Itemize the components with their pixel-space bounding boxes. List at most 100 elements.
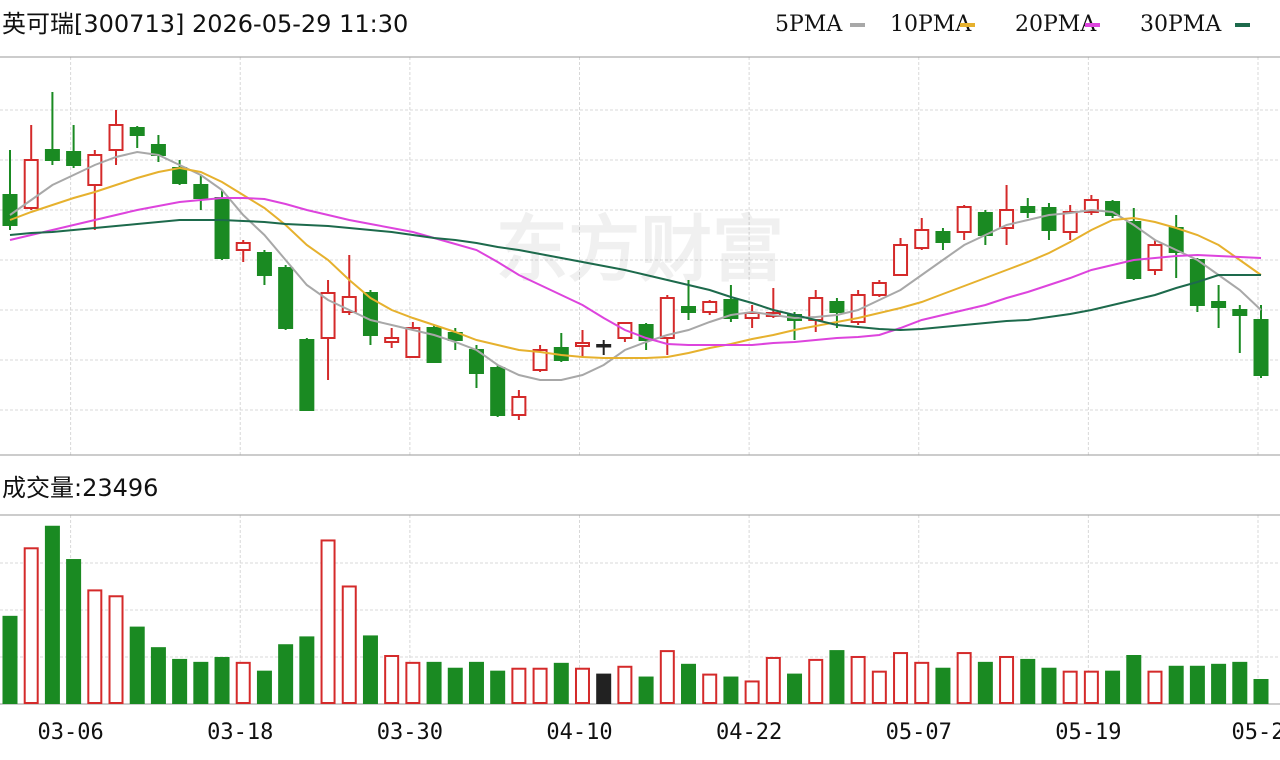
candle-body (1062, 211, 1078, 233)
chart-title: 英可瑞[300713] 2026-05-29 11:30 (2, 10, 408, 38)
volume-bar (23, 547, 39, 705)
volume-bar (87, 589, 103, 704)
volume-bar (702, 673, 718, 705)
volume-bar (638, 676, 654, 705)
candle-body (532, 349, 548, 371)
watermark: 东方财富 (496, 208, 784, 292)
legend: 5PMA 10PMA 20PMA 30PMA (775, 12, 1250, 37)
candle-body (871, 282, 887, 296)
volume-bar (850, 655, 866, 705)
candle-body (681, 306, 697, 313)
volume-label: 成交量:23496 (2, 474, 158, 502)
volume-bar (447, 667, 463, 705)
volume-bar (511, 667, 527, 705)
volume-bar (490, 670, 506, 705)
candle-body (723, 299, 739, 319)
candle-body (172, 167, 188, 184)
volume-bar (44, 525, 60, 704)
x-tick-label: 03-06 (37, 720, 103, 745)
x-tick-label: 04-10 (546, 720, 612, 745)
volume-bar (426, 661, 442, 705)
candle-body (1041, 207, 1057, 231)
candle-body (702, 301, 718, 313)
ma-line (9, 197, 1262, 346)
x-tick-label: 05-19 (1055, 720, 1121, 745)
legend-label: 5PMA (775, 12, 843, 37)
volume-bar (681, 663, 697, 704)
x-tick-label: 03-30 (377, 720, 443, 745)
x-tick-label: 05-2 (1232, 720, 1280, 745)
candle-body (214, 197, 230, 259)
volume-bar (1168, 665, 1184, 704)
candle-body (66, 151, 82, 166)
volume-bar (278, 644, 294, 705)
candle-body (596, 344, 612, 348)
candle-body (977, 212, 993, 236)
volume-bar (1062, 670, 1078, 705)
candle-body (956, 206, 972, 233)
volume-bar (723, 676, 739, 705)
candle-body (256, 252, 272, 276)
volume-bar (468, 661, 484, 705)
volume-bar (1147, 670, 1163, 705)
candle-body (490, 367, 506, 416)
candle-body (87, 154, 103, 186)
candle-body (914, 229, 930, 249)
volume-bar (193, 661, 209, 705)
volume-bar (214, 656, 230, 704)
volume-bar (744, 680, 760, 704)
volume-bar (553, 662, 569, 704)
candle-body (23, 159, 39, 209)
volume-bar (1232, 661, 1248, 705)
candle-body (659, 297, 675, 339)
volume-bar (574, 667, 590, 705)
volume-bar (1041, 667, 1057, 705)
volume-bar (405, 661, 421, 705)
plot (2, 92, 1269, 705)
candle-body (935, 231, 951, 243)
legend-label: 10PMA (890, 12, 972, 37)
volume-bar (129, 626, 145, 705)
candle-body (574, 342, 590, 347)
volume-bar (150, 647, 166, 705)
candle-body (829, 301, 845, 313)
candle-body (893, 244, 909, 276)
volume-bar (384, 655, 400, 704)
volume-bar (299, 636, 315, 704)
candle-body (744, 312, 760, 319)
volume-bar (1020, 658, 1036, 705)
volume-bar (172, 658, 188, 705)
candle-body (384, 337, 400, 343)
volume-bar (765, 656, 781, 704)
candle-body (1020, 206, 1036, 213)
volume-bar (893, 652, 909, 704)
volume-bar (596, 673, 612, 705)
candle-body (320, 292, 336, 339)
volume-bar (1126, 655, 1142, 704)
legend-label: 20PMA (1015, 12, 1097, 37)
candle-body (299, 339, 315, 411)
candle-body (1232, 309, 1248, 316)
volume-bar (256, 670, 272, 705)
volume-bar (659, 650, 675, 705)
candle-body (511, 396, 527, 416)
candle-body (278, 267, 294, 329)
volume-bar (235, 661, 251, 705)
candle-body (1083, 199, 1099, 213)
volume-bar (787, 673, 803, 705)
volume-bar (1105, 670, 1121, 705)
volume-label-text: 成交量: (2, 474, 82, 502)
x-tick-label: 03-18 (207, 720, 273, 745)
volume-bar (1083, 670, 1099, 705)
volume-bar (1211, 663, 1227, 704)
volume-bar (108, 595, 124, 704)
volume-bar (999, 655, 1015, 705)
legend-label: 30PMA (1140, 12, 1222, 37)
volume-bar (829, 650, 845, 705)
volume-bar (871, 670, 887, 705)
x-tick-label: 04-22 (716, 720, 782, 745)
candle-body (850, 294, 866, 323)
volume-bar (2, 615, 18, 704)
